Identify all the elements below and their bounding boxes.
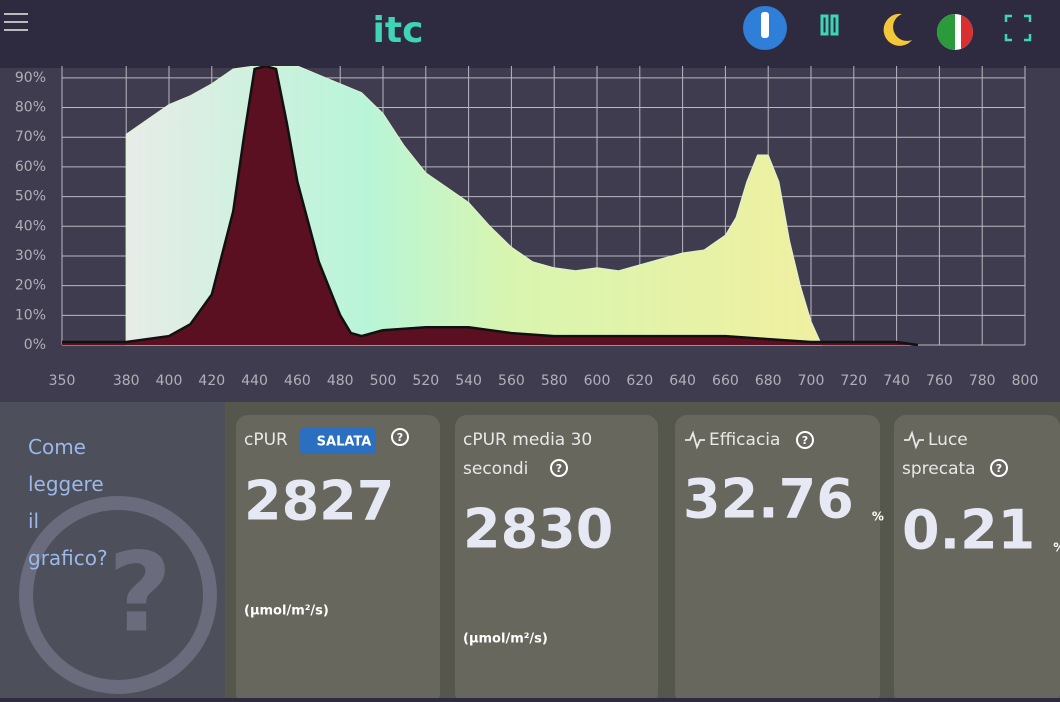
- card: [455, 415, 658, 702]
- chart: 0% 10% 20% 30% 40% 50% 60% 70% 80% 90% 350 380 400 42…: [15, 66, 1038, 389]
- info-button: [796, 431, 814, 449]
- info-button: [550, 459, 568, 477]
- x-tick-label: 640: [669, 373, 696, 389]
- x-tick-label: 540: [455, 373, 482, 389]
- x-tick-label: 350: [49, 373, 76, 389]
- card-unit: (µmol/m²/s): [244, 604, 329, 619]
- x-tick-label: 660: [712, 373, 739, 389]
- help-glyph: ?: [108, 528, 172, 656]
- x-tick-label: 700: [798, 373, 825, 389]
- lamp-icon: [761, 12, 769, 38]
- logo: itc: [373, 10, 424, 51]
- x-tick-label: 480: [327, 373, 354, 389]
- card-title: Luce sprecata: [902, 430, 976, 479]
- info-button: [990, 459, 1008, 477]
- help-icon: [19, 496, 217, 694]
- x-tick-label: 740: [883, 373, 910, 389]
- y-tick-label: 0%: [24, 337, 46, 353]
- help-text[interactable]: Come leggere il grafico?: [28, 435, 108, 570]
- x-tick-label: 580: [541, 373, 568, 389]
- x-tick-label: 720: [840, 373, 867, 389]
- cards: cPUR SALATA ? 2827 (µmol/m²/s) cPUR media 30 s…: [236, 415, 1060, 702]
- y-tick-label: 10%: [15, 307, 46, 323]
- y-tick-label: 80%: [15, 100, 46, 116]
- x-tick-label: 760: [926, 373, 953, 389]
- x-tick-label: 780: [969, 373, 996, 389]
- card: [894, 415, 1060, 702]
- pause-button[interactable]: [820, 14, 839, 36]
- x-tick-label: 400: [156, 373, 183, 389]
- card-title: cPUR: [244, 430, 288, 450]
- card-title: cPUR media 30 secondi: [463, 430, 592, 479]
- x-tick-label: 600: [584, 373, 611, 389]
- card-value: 2830: [463, 498, 613, 561]
- pulse-icon: [685, 430, 705, 450]
- info-glyph: ?: [996, 462, 1002, 475]
- x-tick-label: 680: [755, 373, 782, 389]
- card-unit: %: [872, 510, 884, 524]
- card-title: Efficacia: [709, 430, 780, 450]
- card-value: 2827: [244, 470, 394, 533]
- card-unit: %: [1053, 541, 1060, 555]
- y-tick-label: 90%: [15, 70, 46, 86]
- menu-button[interactable]: [4, 13, 28, 31]
- y-tick-label: 20%: [15, 278, 46, 294]
- y-tick-label: 30%: [15, 248, 46, 264]
- x-tick-label: 420: [198, 373, 225, 389]
- info-glyph: ?: [556, 462, 562, 475]
- x-tick-label: 800: [1012, 373, 1039, 389]
- y-tick-label: 70%: [15, 129, 46, 145]
- y-tick-label: 40%: [15, 218, 46, 234]
- language-button[interactable]: [937, 14, 973, 50]
- header: [0, 0, 1060, 68]
- x-tick-label: 560: [498, 373, 525, 389]
- help-label: Come leggere il grafico?: [28, 435, 108, 570]
- card: [236, 415, 440, 702]
- card-unit: (µmol/m²/s): [463, 632, 548, 647]
- spectrum-fill: [62, 66, 918, 345]
- info-glyph: ?: [802, 434, 808, 447]
- x-tick-label: 460: [284, 373, 311, 389]
- y-tick-label: 60%: [15, 159, 46, 175]
- badge-label: SALATA: [317, 435, 372, 450]
- x-tick-label: 620: [626, 373, 653, 389]
- x-tick-label: 440: [241, 373, 268, 389]
- info-glyph: ?: [397, 431, 403, 444]
- card-value: 32.76: [683, 468, 854, 531]
- night-button[interactable]: [883, 13, 912, 46]
- info-button: [391, 428, 409, 446]
- fullscreen-button[interactable]: [1004, 14, 1032, 42]
- card-value: 0.21: [902, 499, 1035, 562]
- y-tick-label: 50%: [15, 189, 46, 205]
- x-tick-label: 380: [113, 373, 140, 389]
- spectrum-line: [62, 66, 919, 346]
- card: [675, 415, 880, 702]
- pulse-icon: [904, 430, 924, 450]
- x-tick-label: 520: [412, 373, 439, 389]
- x-tick-label: 500: [370, 373, 397, 389]
- badge: [300, 428, 376, 454]
